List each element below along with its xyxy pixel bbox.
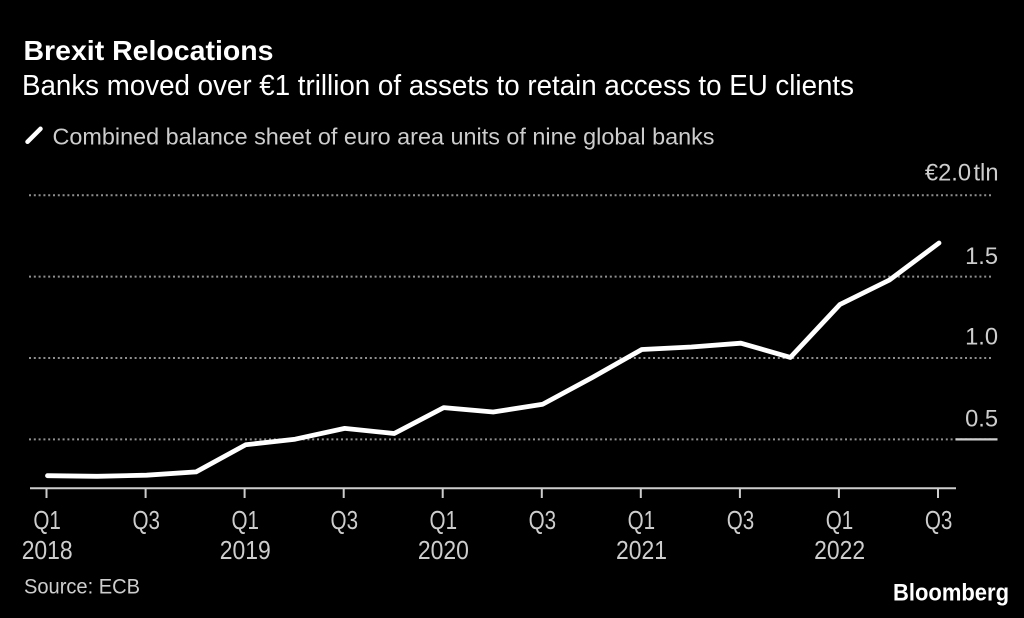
svg-text:Banks moved over €1 trillion o: Banks moved over €1 trillion of assets t…: [22, 70, 854, 102]
svg-text:2019: 2019: [220, 535, 271, 565]
svg-text:1.0: 1.0: [965, 325, 998, 351]
svg-text:Q1: Q1: [826, 507, 854, 535]
svg-text:0.5: 0.5: [965, 407, 998, 433]
svg-text:1.5: 1.5: [965, 244, 998, 270]
svg-text:Q3: Q3: [331, 507, 359, 535]
svg-text:Q3: Q3: [132, 507, 160, 535]
svg-text:Combined balance sheet of euro: Combined balance sheet of euro area unit…: [53, 124, 715, 150]
svg-text:Q1: Q1: [33, 507, 61, 535]
svg-text:2021: 2021: [616, 535, 667, 565]
svg-text:Q3: Q3: [529, 507, 557, 535]
svg-text:2018: 2018: [22, 535, 73, 565]
svg-text:€2.0: €2.0: [925, 161, 971, 187]
svg-text:2020: 2020: [418, 535, 469, 565]
svg-text:Q1: Q1: [231, 507, 259, 535]
svg-text:Source: ECB: Source: ECB: [24, 576, 140, 599]
svg-text:tln: tln: [973, 161, 998, 187]
svg-text:Q1: Q1: [628, 507, 656, 535]
svg-text:Q1: Q1: [430, 507, 458, 535]
svg-text:2022: 2022: [814, 535, 865, 565]
svg-text:Brexit Relocations: Brexit Relocations: [24, 35, 274, 66]
svg-text:Q3: Q3: [727, 507, 755, 535]
svg-text:Bloomberg: Bloomberg: [893, 579, 1009, 606]
svg-text:Q3: Q3: [925, 507, 953, 535]
